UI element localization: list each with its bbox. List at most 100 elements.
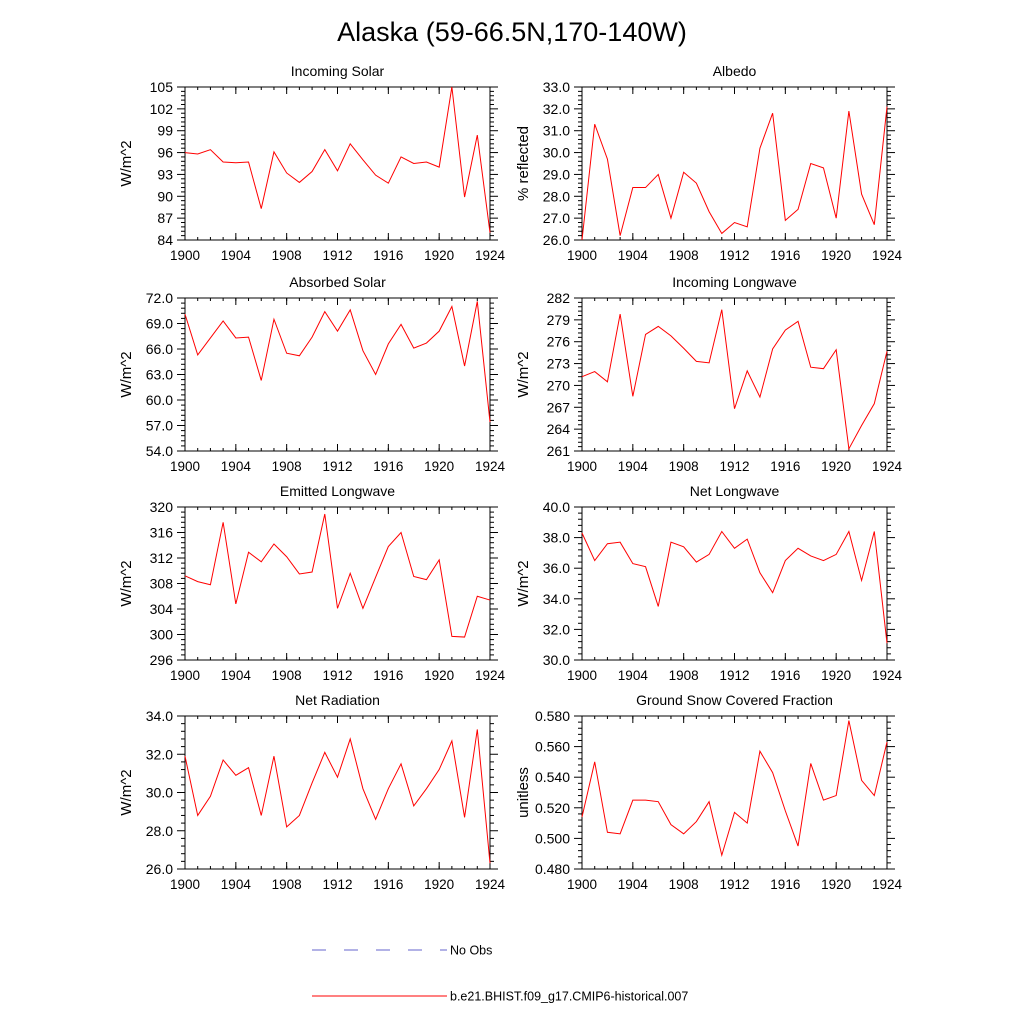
x-tick-label: 1912 — [322, 459, 352, 474]
x-tick-label: 1916 — [770, 668, 800, 683]
y-tick-label: 26.0 — [543, 232, 570, 248]
y-tick-label: 66.0 — [146, 341, 173, 357]
y-axis-label: % reflected — [515, 126, 532, 201]
plot-frame — [581, 297, 888, 452]
x-tick-label: 1924 — [475, 668, 506, 683]
y-axis-label: W/m^2 — [515, 351, 532, 397]
x-tick-label: 1900 — [170, 248, 200, 263]
y-tick-label: 282 — [547, 290, 571, 306]
y-tick-label: 0.560 — [535, 739, 570, 755]
x-tick-label: 1916 — [373, 248, 403, 263]
x-tick-label: 1900 — [170, 668, 200, 683]
panel-title: Absorbed Solar — [289, 274, 386, 290]
x-tick-label: 1924 — [872, 668, 903, 683]
y-tick-label: 26.0 — [146, 861, 173, 877]
x-tick-label: 1920 — [821, 668, 851, 683]
y-tick-label: 32.0 — [543, 621, 570, 637]
x-tick-label: 1904 — [618, 248, 649, 263]
x-tick-label: 1924 — [475, 877, 506, 892]
legend-model-label: b.e21.BHIST.f09_g17.CMIP6-historical.007 — [450, 990, 688, 1004]
y-tick-label: 32.0 — [543, 101, 570, 117]
panel-title: Emitted Longwave — [280, 483, 395, 499]
panel-emitted-longwave: Emitted Longwave W/m^2 1900 1904 1908 1912 191… — [118, 483, 506, 683]
x-tick-label: 1908 — [669, 668, 699, 683]
y-tick-label: 312 — [150, 550, 174, 566]
x-tick-label: 1900 — [567, 459, 597, 474]
y-tick-label: 270 — [547, 377, 571, 393]
series-line — [581, 309, 888, 451]
x-tick-label: 1912 — [719, 668, 749, 683]
y-tick-label: 105 — [150, 79, 174, 95]
y-tick-label: 54.0 — [146, 443, 173, 459]
panel-title: Incoming Solar — [291, 63, 385, 79]
y-tick-label: 316 — [150, 525, 174, 541]
y-tick-label: 34.0 — [146, 708, 173, 724]
y-tick-label: 102 — [150, 101, 174, 117]
x-tick-label: 1908 — [272, 459, 302, 474]
x-tick-label: 1904 — [618, 877, 649, 892]
x-tick-label: 1920 — [424, 668, 454, 683]
y-tick-label: 34.0 — [543, 591, 570, 607]
panel-grid: Incoming Solar W/m^2 1900 1904 1908 1912 1916 1… — [118, 63, 903, 892]
panel-title: Net Radiation — [295, 692, 380, 708]
y-tick-label: 60.0 — [146, 392, 173, 408]
y-tick-label: 57.0 — [146, 418, 173, 434]
panel-title: Ground Snow Covered Fraction — [636, 692, 833, 708]
y-tick-label: 296 — [150, 652, 174, 668]
y-tick-label: 29.0 — [543, 166, 570, 182]
x-tick-label: 1908 — [272, 668, 302, 683]
y-tick-label: 320 — [150, 499, 174, 515]
x-tick-label: 1908 — [272, 248, 302, 263]
x-tick-label: 1908 — [669, 877, 699, 892]
plot-frame — [581, 86, 888, 241]
x-tick-label: 1916 — [770, 877, 800, 892]
x-tick-label: 1916 — [770, 459, 800, 474]
x-tick-label: 1908 — [272, 877, 302, 892]
panel-title: Incoming Longwave — [672, 274, 797, 290]
panel-absorbed-solar: Absorbed Solar W/m^2 1900 1904 1908 1912 1916 1… — [118, 274, 506, 474]
x-tick-label: 1916 — [770, 248, 800, 263]
x-tick-label: 1904 — [618, 668, 649, 683]
y-tick-label: 0.480 — [535, 861, 570, 877]
y-tick-label: 267 — [547, 399, 571, 415]
y-tick-label: 30.0 — [543, 145, 570, 161]
x-tick-label: 1912 — [322, 248, 352, 263]
x-tick-label: 1904 — [221, 248, 252, 263]
x-tick-label: 1904 — [618, 459, 649, 474]
x-tick-label: 1920 — [424, 248, 454, 263]
x-tick-label: 1912 — [719, 459, 749, 474]
figure-title: Alaska (59-66.5N,170-140W) — [337, 17, 687, 47]
x-tick-label: 1920 — [821, 877, 851, 892]
panel-title: Albedo — [713, 63, 757, 79]
x-tick-label: 1904 — [221, 668, 252, 683]
y-tick-label: 28.0 — [543, 188, 570, 204]
x-tick-label: 1900 — [567, 668, 597, 683]
panel-incoming-longwave: Incoming Longwave W/m^2 1900 1904 1908 1912 19… — [515, 274, 903, 474]
legend: No Obs b.e21.BHIST.f09_g17.CMIP6-histori… — [312, 944, 688, 1004]
y-tick-label: 72.0 — [146, 290, 173, 306]
legend-obs-label: No Obs — [450, 944, 492, 958]
panel-net-longwave: Net Longwave W/m^2 1900 1904 1908 1912 1916 192… — [515, 483, 903, 683]
x-tick-label: 1904 — [221, 459, 252, 474]
y-tick-label: 28.0 — [146, 823, 173, 839]
x-tick-label: 1912 — [322, 877, 352, 892]
y-tick-label: 69.0 — [146, 316, 173, 332]
y-tick-label: 0.500 — [535, 830, 570, 846]
y-tick-label: 87 — [157, 210, 173, 226]
x-tick-label: 1916 — [373, 877, 403, 892]
x-tick-label: 1920 — [821, 248, 851, 263]
x-tick-label: 1924 — [872, 459, 903, 474]
series-line — [184, 513, 491, 638]
y-tick-label: 27.0 — [543, 210, 570, 226]
y-tick-label: 304 — [150, 601, 174, 617]
plot-frame — [184, 86, 491, 241]
y-tick-label: 308 — [150, 576, 174, 592]
y-tick-label: 99 — [157, 123, 173, 139]
x-tick-label: 1900 — [567, 877, 597, 892]
y-axis-label: W/m^2 — [118, 560, 135, 606]
y-tick-label: 30.0 — [146, 785, 173, 801]
y-tick-label: 273 — [547, 356, 571, 372]
plot-frame — [581, 715, 888, 870]
series-line — [184, 86, 491, 233]
y-axis-label: W/m^2 — [118, 140, 135, 186]
